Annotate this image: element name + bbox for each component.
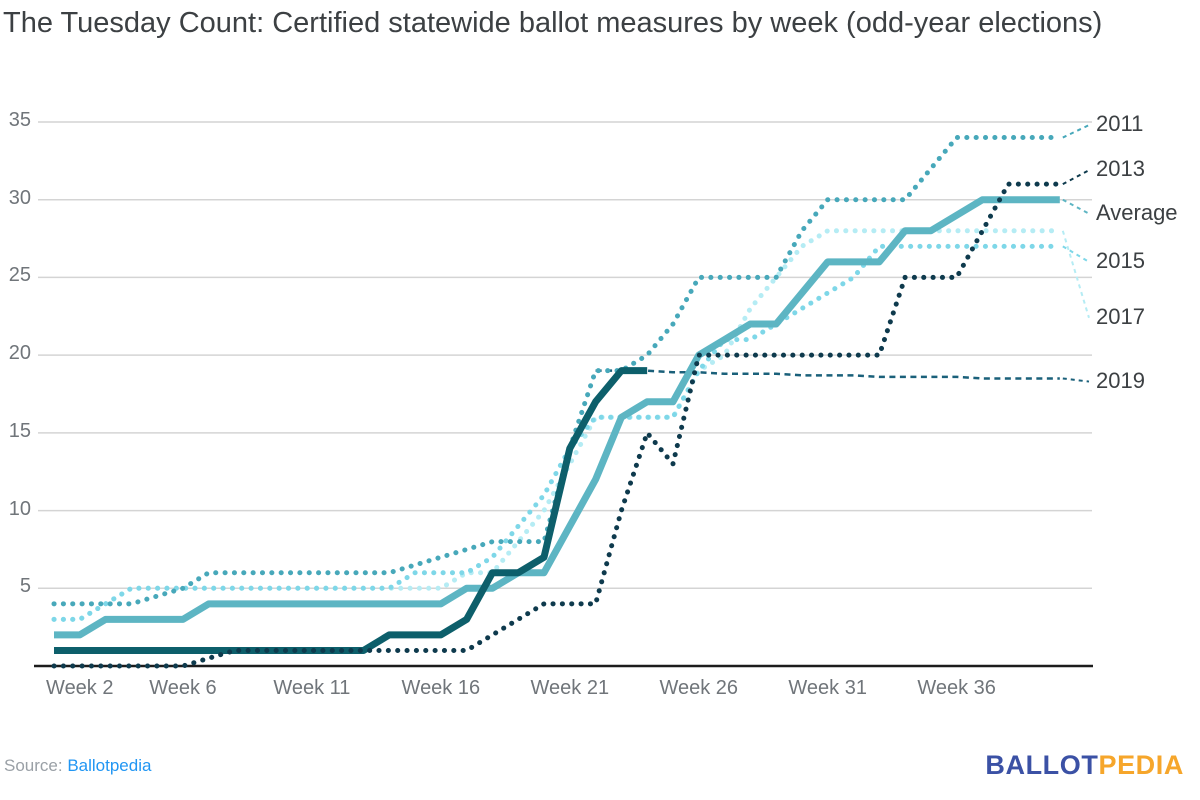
logo-ballot-text: BALLOT — [985, 750, 1099, 780]
x-tick-label: Week 36 — [917, 677, 996, 699]
x-tick-label: Week 26 — [659, 677, 739, 699]
leader-2013 — [1062, 169, 1090, 186]
line-2013 — [51, 181, 1063, 669]
page-title: The Tuesday Count: Certified statewide b… — [3, 7, 1103, 39]
y-tick-label: 25 — [8, 264, 31, 287]
series-label-average: Average — [1096, 199, 1178, 225]
x-tick-label: Week 2 — [46, 677, 114, 699]
leader-average — [1062, 198, 1090, 215]
x-tick-label: Week 11 — [273, 677, 351, 699]
leader-2015 — [1062, 245, 1090, 263]
ballotpedia-logo: BALLOTPEDIA — [985, 750, 1184, 781]
y-tick-label: 30 — [8, 186, 31, 209]
y-tick-label: 15 — [8, 419, 31, 442]
series-label-2017: 2017 — [1096, 303, 1145, 329]
y-tick-label: 35 — [8, 108, 31, 131]
line-2017 — [51, 228, 1063, 622]
y-tick-label: 20 — [8, 342, 31, 365]
series-label-2019: 2019 — [1096, 367, 1145, 393]
line-2019 — [595, 369, 1060, 380]
line-average — [54, 196, 1060, 639]
line-2011 — [51, 135, 1063, 607]
leader-2011 — [1062, 124, 1090, 139]
leader-2019 — [1062, 377, 1090, 383]
y-tick-label: 10 — [8, 497, 31, 520]
x-tick-label: Week 6 — [149, 677, 217, 699]
series-label-2011: 2011 — [1096, 111, 1144, 137]
series-label-2015: 2015 — [1096, 247, 1145, 273]
source-line: Source: Ballotpedia — [4, 756, 151, 776]
source-link[interactable]: Ballotpedia — [67, 756, 152, 775]
x-tick-label: Week 16 — [401, 677, 481, 699]
source-label: Source: — [4, 756, 63, 775]
x-tick-label: Week 21 — [530, 677, 610, 699]
leader-2017 — [1061, 230, 1090, 319]
y-tick-label: 5 — [19, 575, 31, 598]
x-tick-label: Week 31 — [788, 677, 867, 699]
series-label-2013: 2013 — [1096, 156, 1145, 182]
logo-pedia-text: PEDIA — [1098, 750, 1184, 780]
